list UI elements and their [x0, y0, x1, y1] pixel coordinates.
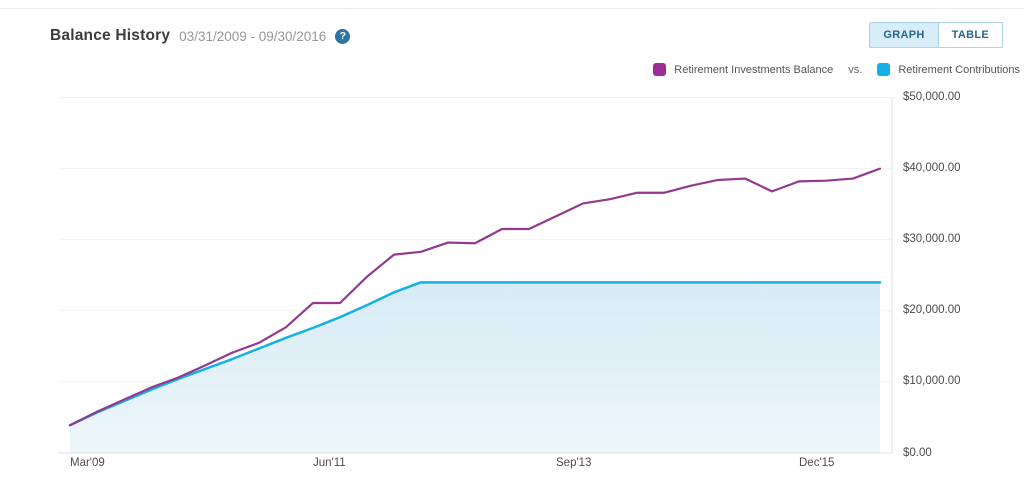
y-tick-label: $0.00 — [903, 446, 932, 459]
investments-line[interactable] — [68, 167, 882, 427]
help-icon[interactable]: ? — [335, 28, 351, 44]
top-divider — [0, 8, 1024, 9]
date-range: 03/31/2009 - 09/30/2016 — [179, 28, 327, 44]
chart-header: Balance History 03/31/2009 - 09/30/2016 … — [50, 27, 351, 45]
y-tick-label: $30,000.00 — [903, 233, 961, 246]
investments-swatch-icon — [653, 63, 667, 76]
contributions-area — [70, 282, 880, 453]
table-button[interactable]: TABLE — [938, 22, 1003, 48]
legend-vs: vs. — [848, 63, 863, 76]
x-tick-label: Sep'13 — [556, 457, 592, 469]
x-tick-label: Dec'15 — [799, 457, 835, 469]
legend-label-investments: Retirement Investments Balance — [674, 63, 834, 76]
y-tick-label: $10,000.00 — [903, 375, 961, 388]
chart-legend: Retirement Investments Balance vs. Retir… — [653, 63, 1020, 76]
legend-label-contributions: Retirement Contributions — [898, 63, 1020, 76]
y-tick-label: $20,000.00 — [903, 304, 961, 317]
graph-button[interactable]: GRAPH — [869, 22, 939, 48]
page-title: Balance History — [50, 27, 171, 44]
y-tick-label: $40,000.00 — [903, 162, 961, 175]
view-toggle: GRAPH TABLE — [869, 22, 1003, 48]
y-tick-label: $50,000.00 — [903, 91, 961, 103]
contributions-line[interactable] — [68, 281, 882, 427]
x-tick-label: Mar'09 — [70, 457, 105, 469]
x-tick-label: Jun'11 — [313, 457, 346, 469]
contributions-swatch-icon — [877, 63, 891, 76]
